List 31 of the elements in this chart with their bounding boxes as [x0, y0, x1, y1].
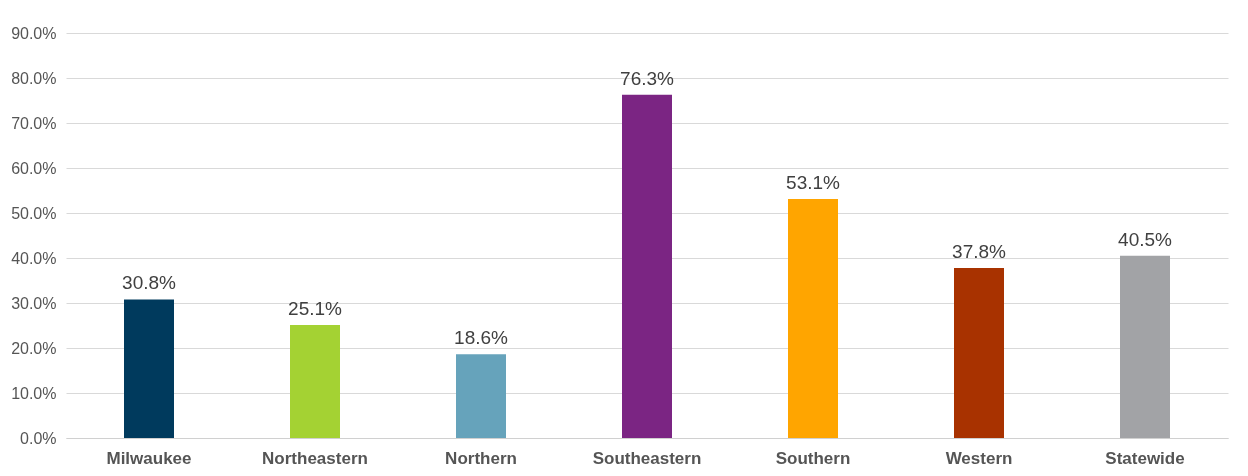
y-tick-label: 50.0% — [11, 204, 57, 222]
bar — [456, 354, 506, 438]
bar — [622, 94, 672, 438]
bar — [788, 199, 838, 438]
data-label: 25.1% — [288, 298, 343, 320]
y-tick-label: 80.0% — [11, 69, 57, 87]
y-tick-label: 40.0% — [11, 249, 57, 267]
x-tick-label: Milwaukee — [106, 448, 192, 468]
data-label: 37.8% — [952, 240, 1007, 262]
x-tick-label: Southeastern — [592, 448, 702, 468]
y-tick-label: 10.0% — [11, 384, 57, 402]
x-tick-label: Northeastern — [262, 448, 368, 468]
bar — [124, 299, 174, 438]
y-tick-label: 0.0% — [20, 429, 57, 447]
y-tick-label: 90.0% — [11, 24, 57, 42]
y-tick-label: 20.0% — [11, 339, 57, 357]
y-tick-label: 60.0% — [11, 159, 57, 177]
x-tick-label: Western — [945, 448, 1013, 468]
bar — [1120, 255, 1170, 438]
data-label: 18.6% — [454, 327, 509, 349]
data-label: 30.8% — [122, 272, 177, 294]
y-tick-label: 30.0% — [11, 294, 57, 312]
data-label: 40.5% — [1118, 228, 1173, 250]
data-label: 76.3% — [620, 67, 675, 89]
x-tick-label: Northern — [445, 448, 517, 468]
bar — [290, 325, 340, 438]
x-tick-label: Statewide — [1105, 448, 1185, 468]
data-label: 53.1% — [786, 172, 841, 194]
bar — [954, 267, 1004, 438]
y-tick-label: 70.0% — [11, 114, 57, 132]
x-tick-label: Southern — [775, 448, 851, 468]
